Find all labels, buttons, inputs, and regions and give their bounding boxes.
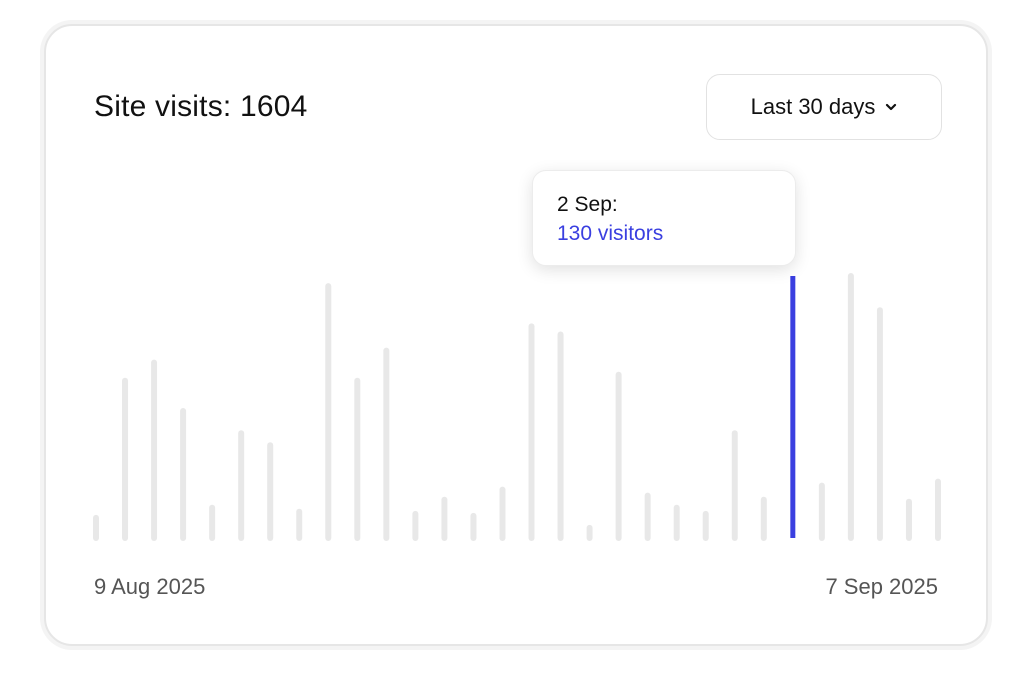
date-range-label: Last 30 days bbox=[750, 94, 876, 119]
tooltip-value: 130 visitors bbox=[557, 222, 664, 245]
visits-bar-chart bbox=[93, 273, 941, 541]
x-axis-start-label: 9 Aug 2025 bbox=[94, 574, 206, 599]
date-range-dropdown[interactable]: Last 30 days bbox=[706, 74, 942, 140]
site-visits-card: Site visits: 1604 Last 30 days 2 Sep: 13… bbox=[44, 24, 988, 646]
chevron-down-icon bbox=[885, 101, 897, 113]
tooltip-date: 2 Sep: bbox=[557, 193, 618, 216]
x-axis-end-label: 7 Sep 2025 bbox=[825, 574, 938, 599]
card-title: Site visits: 1604 bbox=[94, 90, 308, 123]
chart-tooltip: 2 Sep: 130 visitors bbox=[532, 170, 796, 266]
